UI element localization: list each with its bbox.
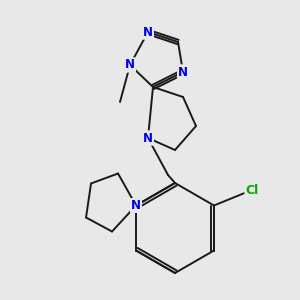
Text: Cl: Cl (245, 184, 259, 196)
Text: N: N (143, 26, 153, 38)
Text: N: N (125, 58, 135, 71)
Text: N: N (178, 65, 188, 79)
Text: N: N (143, 26, 153, 38)
Text: N: N (143, 131, 153, 145)
Text: N: N (131, 199, 141, 212)
Text: N: N (143, 131, 153, 145)
Text: N: N (131, 199, 141, 212)
Text: N: N (178, 65, 188, 79)
Text: N: N (125, 58, 135, 71)
